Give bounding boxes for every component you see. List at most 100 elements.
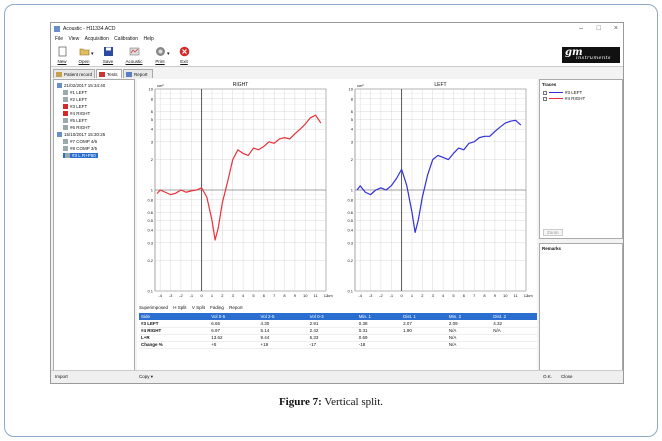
tab-superimposed[interactable]: Superimposed xyxy=(139,305,169,310)
trace-item-right[interactable]: #4 RIGHT xyxy=(543,96,585,101)
acoustic-button[interactable]: Acoustic xyxy=(123,46,145,64)
column-header[interactable]: Vol 0-3 xyxy=(307,313,357,320)
close-button[interactable]: × xyxy=(613,25,618,32)
x-tick-label: 5 xyxy=(452,293,455,298)
zoom-button[interactable]: Zoom xyxy=(543,229,563,236)
tab-h-split[interactable]: H Split xyxy=(173,305,187,310)
marked-test-icon xyxy=(63,104,68,109)
minimize-button[interactable]: – xyxy=(579,25,583,32)
series-line xyxy=(156,114,322,241)
trace-label: #3 LEFT xyxy=(565,90,583,95)
tree-session[interactable]: 21/02/2017 15:34:40 xyxy=(57,83,105,88)
x-tick-label: 12 xyxy=(324,293,329,298)
table-cell: Change % xyxy=(139,341,210,349)
tree-test-item[interactable]: #5 LEFT xyxy=(63,118,87,123)
column-header[interactable]: Side xyxy=(139,313,210,320)
menu-acquisition[interactable]: Acquisition xyxy=(84,36,109,42)
trace-item-left[interactable]: #3 LEFT xyxy=(543,90,582,95)
column-header[interactable]: Dist. 1 xyxy=(401,313,447,320)
column-header[interactable]: Dist. 2 xyxy=(491,313,537,320)
session-icon xyxy=(57,83,62,88)
y-tick-label: 4 xyxy=(151,127,154,132)
x-tick-label: 7 xyxy=(473,293,476,298)
trace-swatch xyxy=(549,91,563,93)
y-tick-label: 3 xyxy=(351,139,354,144)
y-tick-label: 0.5 xyxy=(147,218,153,223)
app-icon xyxy=(54,26,60,32)
y-tick-label: 8 xyxy=(351,96,354,101)
tree-test-item[interactable]: #7 COMP 4/6 xyxy=(63,139,97,144)
patient-record-icon xyxy=(56,72,62,77)
tree-test-item[interactable]: #8 COMP 3/5 xyxy=(63,146,97,151)
figure-caption: Figure 7: Vertical split. xyxy=(0,396,662,408)
print-label: Print xyxy=(155,59,165,64)
tree-session[interactable]: 15/10/2017 15:30:25 xyxy=(57,132,105,137)
y-tick-label: 5 xyxy=(351,117,354,122)
x-tick-label: -1 xyxy=(389,293,393,298)
table-cell: N/A xyxy=(446,327,492,335)
save-button[interactable]: Save xyxy=(99,46,117,64)
test-icon xyxy=(63,90,68,95)
y-tick-label: 1 xyxy=(151,188,154,193)
tree-test-item[interactable]: #3 LEFT xyxy=(63,104,87,109)
ok-button[interactable]: O.K. xyxy=(543,374,553,379)
column-header[interactable]: Vol 0-5 xyxy=(209,313,259,320)
tree-test-item[interactable]: #2 LEFT xyxy=(63,97,87,102)
tab-tests[interactable]: Tests xyxy=(96,69,122,78)
y-tick-label: 0.3 xyxy=(347,240,353,245)
tree-test-item[interactable]: #1 LEFT xyxy=(63,90,87,95)
x-tick-label: 2 xyxy=(221,293,224,298)
table-row: Change % +5 +19 -17 -18 N/A xyxy=(139,341,537,349)
trace-checkbox[interactable] xyxy=(543,91,547,95)
test-tree: 21/02/2017 15:34:40 #1 LEFT #2 LEFT #3 LEFT… xyxy=(53,79,135,371)
tree-test-item[interactable]: #6 RIGHT xyxy=(63,125,90,130)
menu-help[interactable]: Help xyxy=(143,36,154,42)
close-panel-button[interactable]: Close xyxy=(561,374,573,379)
y-tick-label: 6 xyxy=(351,109,354,114)
print-button[interactable]: Print xyxy=(151,46,169,64)
table-cell: N/A xyxy=(491,327,537,335)
maximize-button[interactable]: □ xyxy=(596,25,601,32)
tab-patient-record[interactable]: Patient record xyxy=(53,69,95,78)
tree-label: #6 RIGHT xyxy=(70,125,91,130)
open-button[interactable]: Open xyxy=(75,46,93,64)
remarks-title: Remarks xyxy=(542,246,562,251)
column-header[interactable]: Min. 2 xyxy=(446,313,492,320)
open-folder-icon xyxy=(79,48,89,56)
tab-fading[interactable]: Fading xyxy=(210,305,224,310)
exit-label: Exit xyxy=(180,59,188,64)
trace-checkbox[interactable] xyxy=(543,97,547,101)
x-tick-label: 0 xyxy=(201,293,204,298)
x-tick-label: 4 xyxy=(442,293,445,298)
tree-test-item[interactable]: #3 L R+P60 xyxy=(63,153,98,158)
main-area: RIGHT cm² 10 8 6 5 4 3 2 1 0.8 0.6 0.5 0.4 0.3 0.2 0.1 -4… xyxy=(137,79,537,371)
chart-title: RIGHT xyxy=(233,82,249,88)
y-tick-label: 1 xyxy=(351,188,354,193)
column-header[interactable]: Vol 2-5 xyxy=(258,313,308,320)
menu-file[interactable]: File xyxy=(55,36,64,42)
test-icon xyxy=(63,139,68,144)
tab-v-split[interactable]: V Split xyxy=(191,305,205,310)
tab-report[interactable]: Report xyxy=(123,69,153,78)
exit-button[interactable]: Exit xyxy=(175,46,193,64)
x-tick-label: 6 xyxy=(263,293,266,298)
y-tick-label: 0.6 xyxy=(147,210,153,215)
y-tick-label: 0.1 xyxy=(147,289,153,294)
tab-view-report[interactable]: Report xyxy=(229,305,243,310)
import-status[interactable]: Import xyxy=(55,374,68,379)
menu-view[interactable]: View xyxy=(68,36,80,42)
new-button[interactable]: New xyxy=(53,46,71,64)
y-tick-label: 6 xyxy=(151,109,154,114)
column-header[interactable]: Min. 1 xyxy=(356,313,402,320)
tree-label: 15/10/2017 15:30:25 xyxy=(64,132,106,137)
chart-title: LEFT xyxy=(434,82,446,88)
tree-test-item[interactable]: #4 RIGHT xyxy=(63,111,90,116)
copy-button[interactable]: Copy ▾ xyxy=(139,374,154,379)
open-dropdown-icon[interactable]: ▾ xyxy=(91,51,94,57)
x-tick-label: -2 xyxy=(179,293,183,298)
menu-calibration[interactable]: Calibration xyxy=(114,36,139,42)
remarks-textarea[interactable] xyxy=(542,253,620,369)
table-cell: 1.90 xyxy=(401,327,447,335)
print-dropdown-icon[interactable]: ▾ xyxy=(167,51,170,57)
status-bar: Import Copy ▾ O.K. Close xyxy=(51,370,623,383)
